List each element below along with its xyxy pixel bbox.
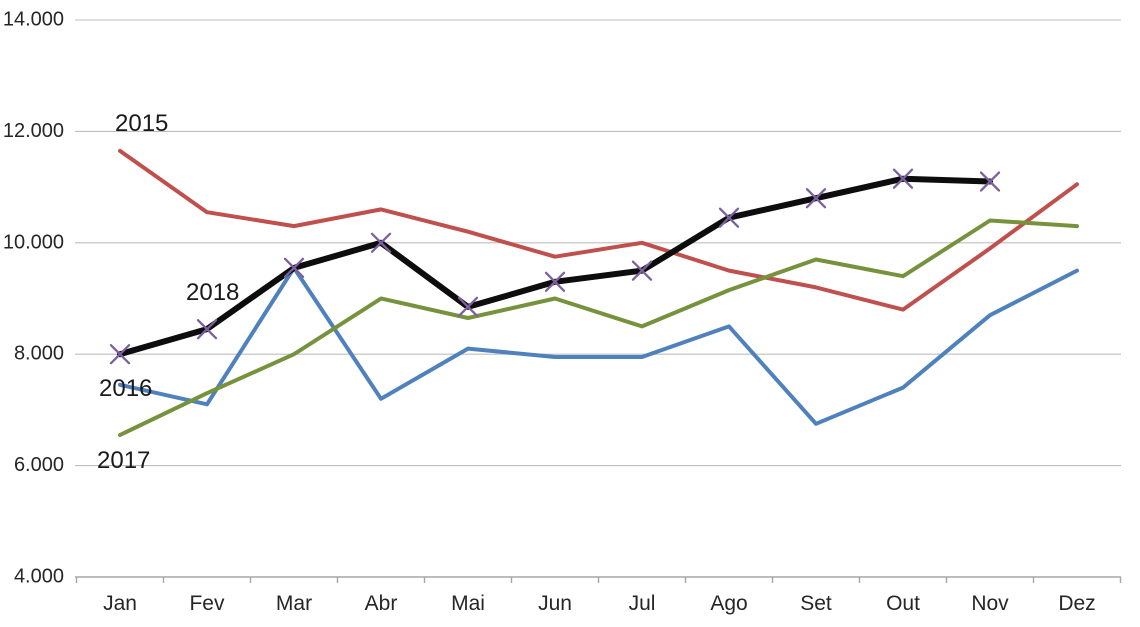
series-line-2017 [118,218,1079,437]
y-axis-label: 12.000 [3,120,64,142]
x-axis-label: Dez [1058,592,1095,615]
y-axis-label: 14.000 [3,9,64,31]
y-axis-label: 10.000 [3,231,64,253]
x-marker-2018 [196,318,218,340]
series-label-2017: 2017 [97,447,150,474]
x-marker-2018 [631,260,653,281]
y-axis-label: 8.000 [14,343,64,365]
x-axis-label: Nov [971,592,1009,615]
x-axis-label: Fev [189,592,225,615]
x-marker-2018 [718,207,740,228]
x-marker-2018 [283,257,305,279]
x-marker-2018 [892,168,914,189]
x-marker-2018 [109,344,131,365]
series-label-2016: 2016 [99,375,152,402]
x-axis-label: Ago [710,592,747,615]
x-axis-label: Mar [276,592,312,615]
x-axis-label: Jul [629,592,656,615]
x-marker-2018 [544,271,566,292]
series-line-2016 [118,265,1079,426]
x-axis-label: Jun [538,592,572,615]
y-axis-label: 4.000 [14,566,64,588]
x-axis-label: Mai [451,592,485,615]
x-axis-label: Jan [103,592,137,615]
x-marker-2018 [979,171,1001,192]
x-marker-2018 [805,188,827,209]
x-marker-2018 [370,232,392,253]
y-axis-label: 6.000 [14,454,64,476]
series-label-2015: 2015 [115,110,168,137]
series-line-2015 [118,148,1079,312]
x-axis-label: Out [886,592,920,615]
x-axis-label: Set [800,592,832,615]
x-marker-2018 [457,296,479,318]
x-axis-label: Abr [365,592,398,615]
series-label-2018: 2018 [186,279,239,306]
